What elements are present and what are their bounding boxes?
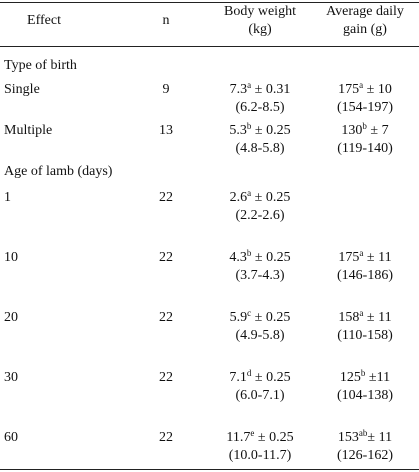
mean-cell: 11.7e ± 0.25 — [226, 429, 293, 447]
mean: 175 — [338, 250, 360, 265]
bottom-rule — [0, 469, 419, 470]
superscript: b — [362, 121, 367, 131]
mean-cell: 7.3a ± 0.31 — [230, 81, 291, 99]
mean-cell: 5.3b ± 0.25 — [229, 122, 290, 140]
n-cell: 22 — [159, 370, 173, 385]
range-cell: (2.2-2.6) — [235, 208, 285, 223]
mean: 11.7 — [226, 430, 251, 445]
range-cell: (146-186) — [337, 268, 393, 283]
mean-cell: 4.3b ± 0.25 — [229, 249, 290, 267]
superscript: a — [247, 188, 252, 198]
standard-error: ± 11 — [363, 250, 392, 265]
range-cell: (126-162) — [337, 448, 393, 463]
superscript: a — [247, 80, 252, 90]
header-cell: Average daily — [326, 4, 404, 19]
mean-cell: 125b ±11 — [340, 369, 390, 387]
superscript: b — [360, 368, 366, 378]
superscript: a — [359, 80, 364, 90]
effect-cell: Multiple — [4, 123, 53, 138]
mean: 153 — [337, 430, 359, 445]
effect-cell: 30 — [4, 370, 18, 385]
range-cell: (3.7-4.3) — [235, 268, 285, 283]
n-cell: 22 — [159, 250, 173, 265]
n-cell: 9 — [162, 82, 170, 97]
mean: 5.9 — [229, 310, 248, 325]
n-cell: 22 — [159, 310, 173, 325]
standard-error: ± 10 — [363, 82, 392, 97]
standard-error: ± 0.25 — [251, 190, 291, 205]
mean-cell: 7.1d ± 0.25 — [229, 369, 290, 387]
standard-error: ± 7 — [366, 123, 389, 138]
mean: 7.1 — [229, 370, 247, 385]
range-cell: (10.0-11.7) — [228, 448, 292, 463]
mean-cell: 175a ± 10 — [338, 81, 392, 99]
header-cell: (kg) — [248, 22, 272, 37]
range-cell: (4.8-5.8) — [235, 141, 285, 156]
superscript: b — [246, 121, 252, 131]
mean-cell: 158a ± 11 — [338, 309, 391, 327]
effect-cell: 20 — [4, 310, 18, 325]
mean: 7.3 — [229, 82, 248, 97]
mean: 5.3 — [229, 123, 247, 138]
standard-error: ± 0.31 — [251, 82, 291, 97]
range-cell: (110-158) — [337, 328, 393, 343]
standard-error: ± 0.25 — [254, 430, 294, 445]
mean-cell: 153ab± 11 — [338, 429, 392, 447]
standard-error: ± 0.25 — [251, 370, 291, 385]
effect-cell: 1 — [4, 190, 11, 205]
standard-error: ± 11 — [367, 430, 393, 445]
standard-error: ± 0.25 — [251, 123, 291, 138]
superscript: a — [359, 308, 364, 318]
mean-cell: 130b ± 7 — [341, 122, 388, 140]
range-cell: (6.0-7.1) — [235, 388, 285, 403]
mean-cell: 5.9c ± 0.25 — [230, 309, 291, 327]
mean-cell: 2.6a ± 0.25 — [230, 189, 291, 207]
top-rule — [0, 2, 419, 3]
effect-cell: 10 — [4, 250, 18, 265]
header-cell: gain (g) — [343, 22, 387, 37]
range-cell: (4.9-5.8) — [235, 328, 285, 343]
superscript: c — [247, 308, 252, 318]
superscript: b — [246, 248, 252, 258]
mean: 4.3 — [229, 250, 247, 265]
mean: 125 — [339, 370, 361, 385]
n-cell: 22 — [159, 190, 173, 205]
header-rule — [0, 46, 419, 47]
superscript: ab — [358, 428, 368, 438]
n-cell: 13 — [159, 123, 173, 138]
standard-error: ± 11 — [363, 310, 392, 325]
section-label: Age of lamb (days) — [4, 164, 113, 179]
header-cell: n — [162, 13, 170, 28]
mean-cell: 175a ± 11 — [338, 249, 391, 267]
superscript: e — [250, 428, 255, 438]
header-cell: Effect — [27, 13, 61, 28]
standard-error: ±11 — [365, 370, 391, 385]
superscript: a — [359, 248, 364, 258]
superscript: d — [246, 368, 252, 378]
range-cell: (104-138) — [337, 388, 393, 403]
mean: 2.6 — [229, 190, 248, 205]
mean: 158 — [338, 310, 360, 325]
range-cell: (154-197) — [337, 100, 393, 115]
standard-error: ± 0.25 — [251, 250, 291, 265]
standard-error: ± 0.25 — [251, 310, 291, 325]
section-label: Type of birth — [4, 58, 77, 73]
n-cell: 22 — [159, 430, 173, 445]
effect-cell: Single — [4, 82, 40, 97]
mean: 130 — [341, 123, 363, 138]
effect-cell: 60 — [4, 430, 18, 445]
range-cell: (6.2-8.5) — [235, 100, 285, 115]
header-cell: Body weight — [224, 4, 296, 19]
mean: 175 — [338, 82, 360, 97]
range-cell: (119-140) — [337, 141, 393, 156]
